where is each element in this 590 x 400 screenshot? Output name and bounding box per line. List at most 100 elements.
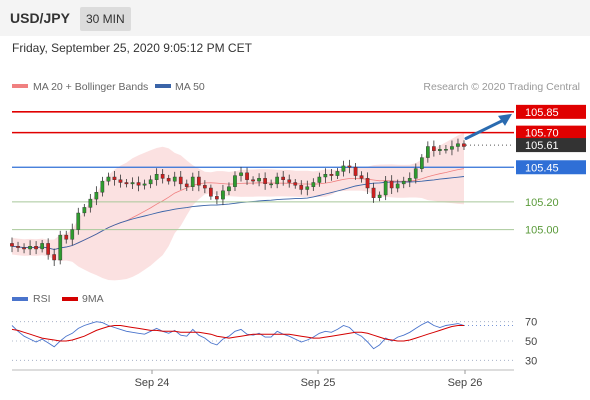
candle-body	[172, 176, 177, 182]
candle-body	[106, 176, 111, 182]
candle-body	[76, 212, 81, 230]
candle-body	[208, 187, 213, 197]
rsi-ma-legend-swatch	[62, 297, 78, 301]
ma20-legend-label: MA 20 + Bollinger Bands	[33, 81, 148, 93]
level-label-105.45: 105.45	[525, 162, 559, 174]
candle-body	[299, 185, 304, 190]
candle-body	[239, 172, 243, 176]
rsi-plot: 70 50 30	[11, 317, 537, 367]
candle-body	[28, 245, 32, 250]
candle-body	[353, 167, 358, 176]
candle-body	[317, 176, 322, 183]
time-tick-label: Sep 26	[448, 377, 483, 389]
candle-body	[456, 143, 460, 147]
level-label-105.61: 105.61	[525, 140, 559, 152]
candle-body	[281, 176, 285, 180]
candle-body	[245, 172, 249, 180]
candle-body	[10, 243, 14, 247]
rsi-ma-line	[11, 325, 464, 342]
candle-body	[88, 198, 93, 208]
rsi-tick-70: 70	[525, 317, 537, 329]
candle-body	[269, 183, 273, 186]
candle-body	[450, 146, 454, 150]
candle-body	[257, 178, 261, 182]
candle-body	[46, 243, 50, 255]
candle-body	[383, 180, 388, 196]
timeframe-badge[interactable]: 30 MIN	[80, 7, 131, 31]
candle-body	[444, 149, 448, 151]
candle-body	[462, 143, 466, 147]
candles	[10, 138, 466, 267]
candle-body	[305, 186, 310, 190]
candle-body	[401, 180, 406, 185]
candle-body	[154, 173, 159, 180]
ma50-legend-swatch	[155, 84, 171, 88]
bollinger-band	[12, 133, 464, 281]
candle-body	[329, 173, 334, 176]
candle-body	[251, 179, 255, 182]
target-arrow-head	[498, 113, 512, 126]
candle-body	[82, 207, 87, 214]
candle-body	[148, 179, 153, 185]
candle-body	[438, 149, 442, 151]
candle-body	[196, 176, 201, 186]
target-arrow	[464, 118, 506, 140]
candle-body	[365, 178, 370, 189]
candle-body	[214, 196, 219, 200]
candle-body	[112, 176, 117, 180]
time-tick-label: Sep 24	[135, 377, 170, 389]
candle-body	[136, 182, 141, 186]
candle-body	[22, 247, 26, 250]
candle-body	[395, 183, 400, 189]
rsi-tick-30: 30	[525, 355, 537, 367]
level-tag-105.61	[516, 138, 586, 153]
candle-body	[293, 182, 298, 186]
candle-body	[184, 183, 189, 187]
ma50-legend-label: MA 50	[175, 81, 205, 93]
candle-body	[40, 243, 44, 250]
time-tick-label: Sep 25	[301, 377, 336, 389]
time-axis: Sep 24 Sep 25 Sep 26	[12, 369, 514, 389]
level-label-105.85: 105.85	[525, 107, 559, 119]
candle-body	[118, 179, 123, 183]
candle-body	[130, 182, 135, 185]
rsi-legend-label: RSI	[33, 293, 51, 305]
candle-body	[341, 165, 346, 172]
candle-body	[420, 157, 424, 169]
level-label-105.00: 105.00	[525, 225, 559, 237]
candle-body	[233, 175, 237, 187]
candle-body	[311, 182, 316, 187]
level-tag-105.85	[516, 104, 586, 119]
candle-body	[124, 182, 129, 185]
source-credit: Research © 2020 Trading Central	[423, 81, 580, 93]
candle-body	[178, 176, 183, 185]
timestamp: Friday, September 25, 2020 9:05:12 PM CE…	[12, 41, 252, 55]
candle-body	[142, 183, 147, 186]
candle-body	[263, 178, 267, 185]
rsi-legend-swatch	[12, 297, 28, 301]
level-label-105.20: 105.20	[525, 197, 559, 209]
level-tag-105.45	[516, 160, 586, 175]
level-label-105.70: 105.70	[525, 128, 559, 140]
candle-body	[166, 178, 171, 182]
candle-body	[64, 234, 69, 240]
candle-body	[347, 165, 352, 168]
candle-body	[58, 234, 63, 261]
candle-body	[94, 191, 99, 200]
candle-body	[413, 168, 418, 179]
ma50-line	[11, 176, 465, 250]
currency-pair: USD/JPY	[10, 10, 70, 26]
candle-body	[389, 180, 394, 189]
candle-body	[100, 180, 105, 193]
ma20-legend-swatch	[12, 84, 28, 88]
candle-body	[52, 254, 56, 261]
candle-body	[377, 194, 382, 198]
candle-body	[426, 146, 430, 158]
candle-body	[34, 245, 38, 250]
candle-body	[70, 229, 75, 240]
candle-body	[221, 190, 225, 200]
candle-body	[275, 176, 279, 185]
